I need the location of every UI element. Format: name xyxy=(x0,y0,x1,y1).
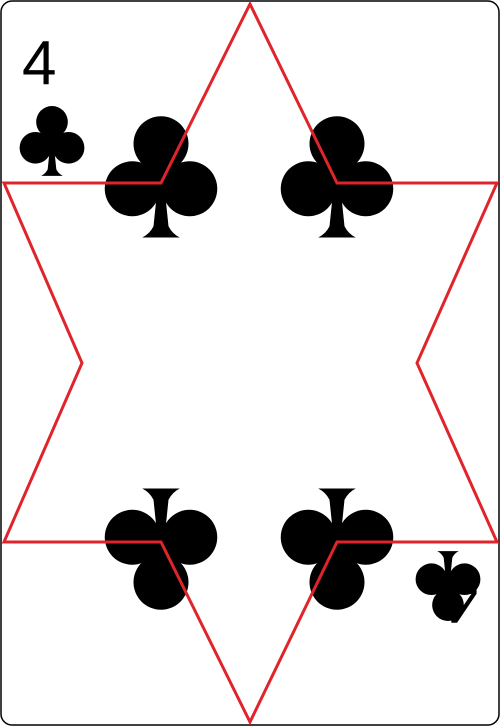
corner-rank-bottom-right: 4 xyxy=(444,566,478,635)
corner-rank-top-left: 4 xyxy=(22,29,56,98)
